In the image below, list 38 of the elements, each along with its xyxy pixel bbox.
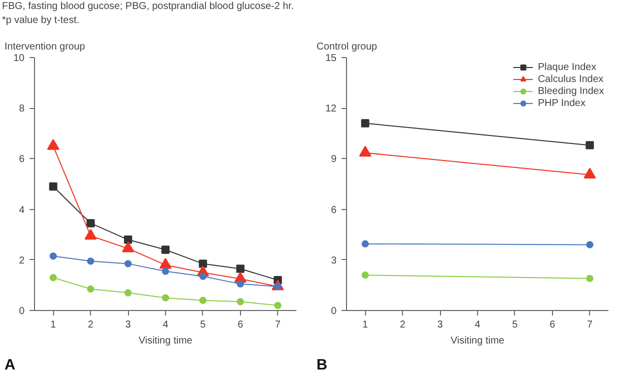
y-tick-label: 2 — [18, 255, 25, 266]
text: FBG, fasting blood gucose; PBG, postprandial blood glucose-2 hr. — [2, 1, 294, 12]
legend-label: Bleeding Index — [538, 85, 604, 97]
x-tick-label: 1 — [50, 320, 56, 330]
x-tick-label: 7 — [587, 320, 594, 330]
y-tick-label: 8 — [18, 104, 25, 115]
y-tick-label: 6 — [330, 204, 337, 216]
y-tick-label: 10 — [13, 53, 25, 64]
x-tick-label: 5 — [512, 320, 518, 330]
text: B — [316, 356, 328, 374]
x-tick-label: 3 — [437, 320, 444, 330]
x-tick-label: 4 — [474, 320, 481, 330]
chart-title: Intervention group — [4, 42, 86, 52]
x-tick-label: 4 — [162, 320, 169, 330]
x-tick-label: 2 — [400, 320, 406, 330]
y-tick-label: 0 — [330, 306, 337, 317]
x-tick-label: 5 — [200, 320, 206, 330]
y-tick-label: 12 — [325, 104, 337, 115]
text: *p value by t-test. — [2, 15, 80, 26]
y-tick-label: 0 — [18, 306, 25, 317]
x-tick-label: 6 — [550, 320, 556, 330]
y-tick-label: 4 — [18, 204, 25, 216]
chart-title: Control group — [316, 42, 378, 52]
x-tick-label: 6 — [238, 320, 244, 330]
x-axis-title: Visiting time — [138, 336, 193, 346]
y-tick-label: 15 — [325, 53, 337, 64]
y-tick-label: 3 — [330, 255, 337, 266]
y-tick-label: 9 — [330, 154, 337, 166]
y-tick-label: 6 — [18, 154, 25, 166]
x-tick-label: 3 — [125, 320, 132, 330]
legend-label: Calculus Index — [538, 73, 604, 85]
x-tick-label: 1 — [362, 320, 368, 330]
x-tick-label: 7 — [275, 320, 282, 330]
legend-label: PHP Index — [538, 97, 586, 109]
legend-label: Plaque Index — [538, 61, 596, 73]
text: A — [4, 356, 16, 374]
x-tick-label: 2 — [88, 320, 94, 330]
x-axis-title: Visiting time — [450, 336, 505, 346]
